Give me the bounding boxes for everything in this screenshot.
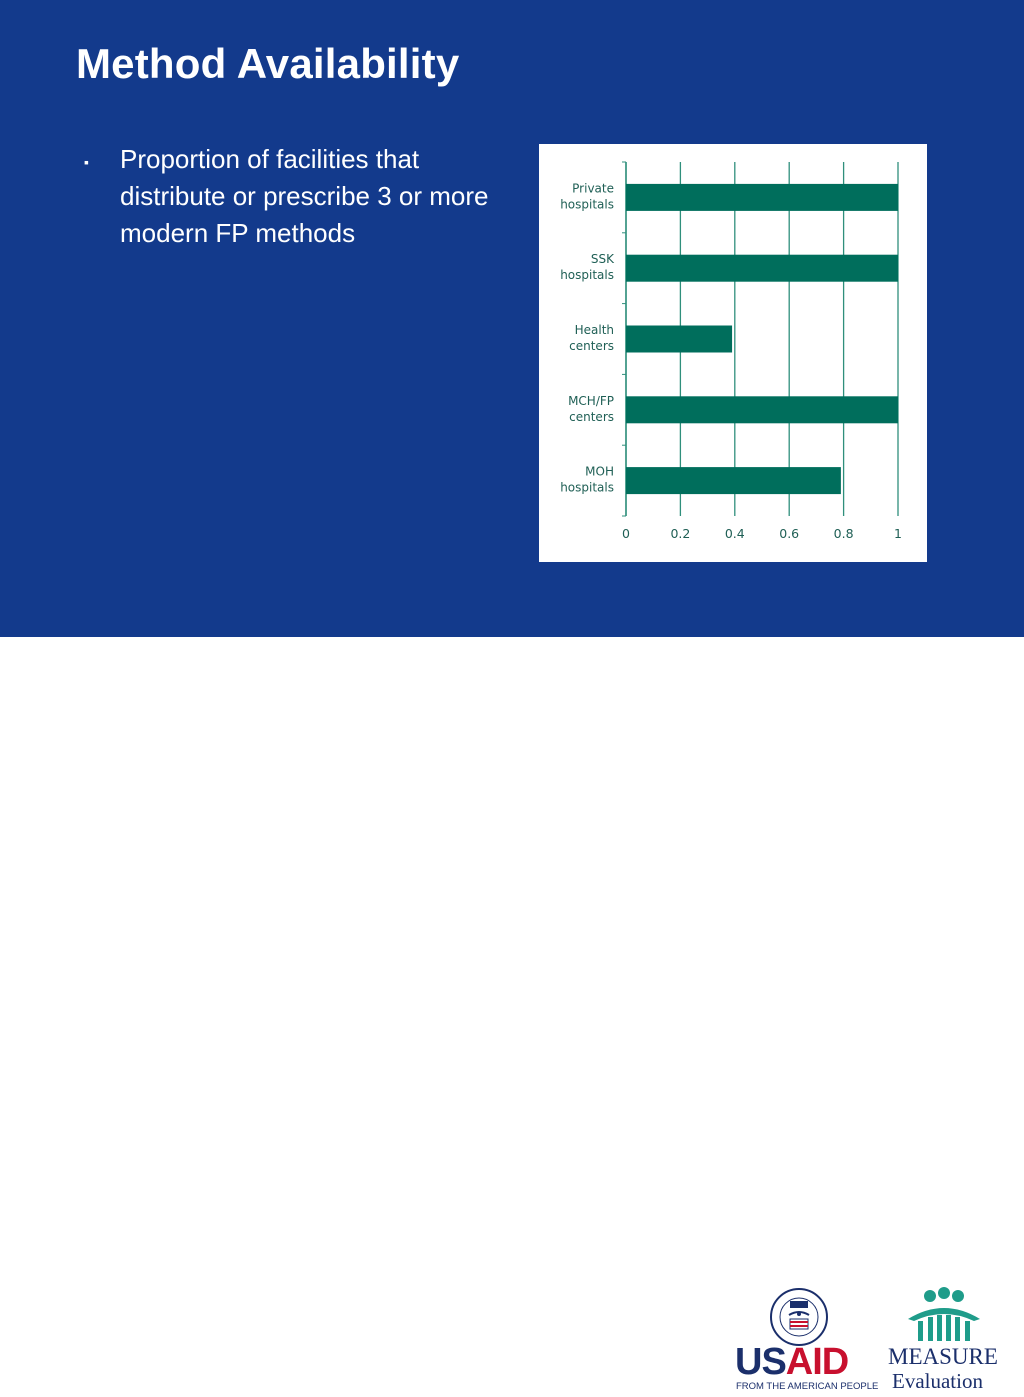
measure-wordmark: MEASURE bbox=[888, 1344, 998, 1369]
category-label-line: hospitals bbox=[560, 481, 614, 495]
x-tick-label-1: 0.2 bbox=[670, 526, 690, 541]
measure-evaluation-logo: MEASURE Evaluation bbox=[888, 1287, 1006, 1397]
category-label-3: MCH/FP centers bbox=[568, 394, 614, 424]
bar-3 bbox=[626, 396, 898, 424]
category-label-line: hospitals bbox=[560, 268, 614, 282]
x-tick-label-0: 0 bbox=[622, 526, 630, 541]
usaid-tagline: FROM THE AMERICAN PEOPLE bbox=[736, 1381, 879, 1392]
usaid-logo: USAID FROM THE AMERICAN PEOPLE bbox=[735, 1287, 878, 1397]
bullet-text: Proportion of facilities that distribute… bbox=[120, 144, 489, 248]
category-label-line: centers bbox=[569, 339, 614, 353]
footer-logo-bar: USAID FROM THE AMERICAN PEOPLE MEASURE E… bbox=[0, 637, 1024, 1393]
category-label-4: MOH hospitals bbox=[560, 465, 614, 495]
category-label-line: MOH bbox=[585, 465, 614, 479]
x-tick-label-3: 0.6 bbox=[779, 526, 799, 541]
bar-1 bbox=[626, 254, 898, 282]
usaid-wordmark: USAID bbox=[735, 1341, 849, 1383]
category-label-line: Health bbox=[575, 323, 614, 337]
bar-0 bbox=[626, 183, 898, 211]
category-label-2: Health centers bbox=[569, 323, 614, 353]
bar-chart-panel: Private hospitals SSK hospitals Health center… bbox=[539, 144, 927, 562]
measure-people-icon bbox=[908, 1287, 980, 1341]
x-tick-label-2: 0.4 bbox=[725, 526, 745, 541]
usaid-seal-icon bbox=[770, 1288, 828, 1346]
bar-4 bbox=[626, 467, 841, 495]
bar-chart: Private hospitals SSK hospitals Health center… bbox=[560, 161, 902, 541]
x-tick-label-4: 0.8 bbox=[834, 526, 854, 541]
category-label-line: hospitals bbox=[560, 197, 614, 211]
category-label-line: MCH/FP bbox=[568, 394, 614, 408]
category-label-line: Private bbox=[572, 181, 614, 195]
slide-background: Method Availability ▪ Proportion of faci… bbox=[0, 0, 1024, 637]
slide-title: Method Availability bbox=[76, 40, 460, 87]
x-tick-label-5: 1 bbox=[894, 526, 902, 541]
category-label-0: Private hospitals bbox=[560, 181, 614, 211]
measure-subtitle: Evaluation bbox=[892, 1369, 983, 1393]
bullet-square-icon: ▪ bbox=[84, 154, 89, 170]
category-label-line: centers bbox=[569, 410, 614, 424]
category-label-1: SSK hospitals bbox=[560, 252, 615, 282]
bar-2 bbox=[626, 325, 733, 353]
category-label-line: SSK bbox=[591, 252, 615, 266]
